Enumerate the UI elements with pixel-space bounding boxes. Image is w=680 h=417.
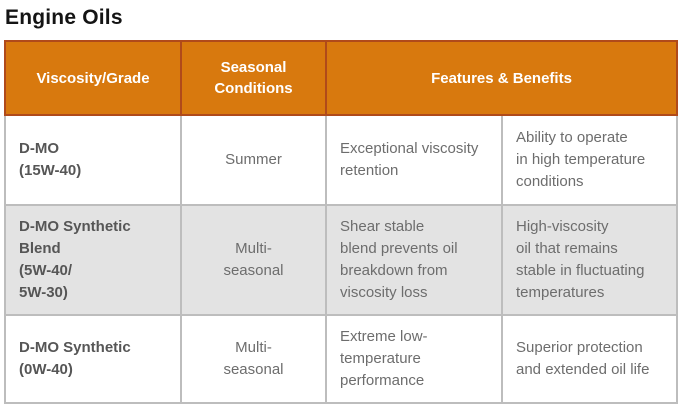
- cell-season: Summer: [180, 114, 327, 206]
- header-features-benefits: Features & Benefits: [325, 40, 678, 116]
- header-viscosity-grade: Viscosity/Grade: [4, 40, 182, 116]
- engine-oils-table: Viscosity/Grade Seasonal Conditions Feat…: [4, 40, 678, 404]
- cell-benefit: Superior protection and extended oil lif…: [501, 314, 678, 404]
- cell-benefit: High-viscosity oil that remains stable i…: [501, 204, 678, 316]
- cell-grade: D-MO Synthetic Blend (5W-40/ 5W-30): [4, 204, 182, 316]
- cell-feature: Extreme low- temperature performance: [325, 314, 503, 404]
- cell-grade: D-MO Synthetic (0W-40): [4, 314, 182, 404]
- cell-benefit: Ability to operate in high temperature c…: [501, 114, 678, 206]
- header-seasonal-conditions: Seasonal Conditions: [180, 40, 327, 116]
- cell-feature: Exceptional viscosity retention: [325, 114, 503, 206]
- table-row: D-MO Synthetic Blend (5W-40/ 5W-30) Mult…: [4, 204, 678, 316]
- cell-grade: D-MO (15W-40): [4, 114, 182, 206]
- cell-feature: Shear stable blend prevents oil breakdow…: [325, 204, 503, 316]
- table-header-row: Viscosity/Grade Seasonal Conditions Feat…: [4, 40, 678, 116]
- page-title: Engine Oils: [5, 6, 123, 29]
- cell-season: Multi- seasonal: [180, 314, 327, 404]
- table-row: D-MO Synthetic (0W-40) Multi- seasonal E…: [4, 314, 678, 404]
- cell-season: Multi- seasonal: [180, 204, 327, 316]
- table-row: D-MO (15W-40) Summer Exceptional viscosi…: [4, 114, 678, 206]
